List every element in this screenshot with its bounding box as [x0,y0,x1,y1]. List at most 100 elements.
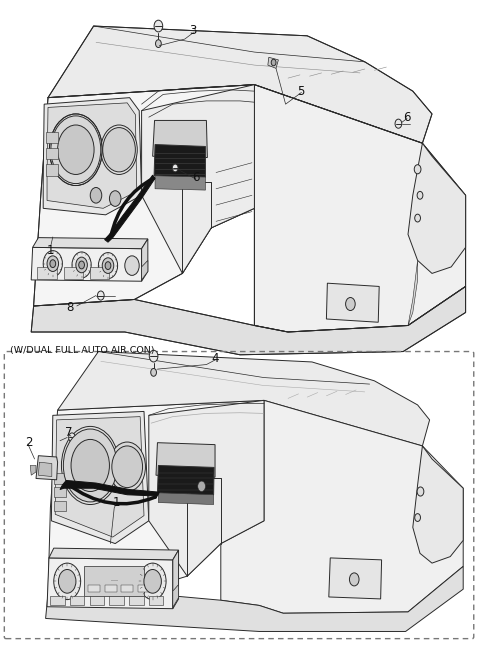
Polygon shape [51,411,149,544]
Text: 1: 1 [113,496,120,509]
Polygon shape [254,85,466,332]
Circle shape [109,191,121,206]
Circle shape [346,298,355,311]
Polygon shape [31,286,466,355]
Bar [54,501,66,511]
Circle shape [76,257,87,273]
Bar [149,596,163,605]
Circle shape [417,191,423,199]
Circle shape [101,125,137,174]
Circle shape [98,253,118,279]
Circle shape [149,350,158,362]
Circle shape [172,164,178,172]
Polygon shape [221,400,463,613]
Polygon shape [142,260,148,280]
Circle shape [49,114,102,186]
Polygon shape [156,443,215,477]
Polygon shape [60,480,159,496]
Polygon shape [149,400,264,576]
Circle shape [414,165,421,174]
Text: 2: 2 [25,436,33,449]
Circle shape [79,261,84,269]
Circle shape [395,119,402,128]
Polygon shape [48,26,432,143]
Circle shape [63,429,117,502]
Circle shape [125,256,139,275]
FancyArrowPatch shape [111,178,153,236]
Text: 6: 6 [192,171,200,184]
Circle shape [415,214,420,222]
Text: 7: 7 [65,426,72,439]
Polygon shape [268,57,278,68]
Polygon shape [413,446,463,563]
Circle shape [154,20,163,32]
Circle shape [50,260,56,268]
Bar [50,596,65,605]
Bar [54,473,66,484]
Circle shape [415,514,420,521]
Bar [88,585,100,592]
Polygon shape [33,238,148,249]
Polygon shape [38,462,52,477]
Polygon shape [153,120,207,158]
Circle shape [69,433,75,442]
Polygon shape [49,548,179,560]
Polygon shape [46,566,463,631]
Circle shape [151,368,156,376]
Text: 4: 4 [211,352,219,365]
Bar [90,596,104,605]
Circle shape [417,487,424,496]
FancyArrowPatch shape [67,484,156,504]
Circle shape [54,563,81,600]
Polygon shape [30,465,36,475]
Bar [109,596,124,605]
Circle shape [102,258,114,273]
Circle shape [51,116,101,184]
Polygon shape [47,103,137,208]
Circle shape [71,439,109,492]
Circle shape [349,573,359,586]
Text: 8: 8 [66,301,73,314]
Circle shape [90,187,102,203]
Circle shape [156,40,161,48]
Circle shape [144,570,161,593]
Polygon shape [48,400,264,594]
Text: 6: 6 [403,111,411,124]
Polygon shape [34,85,254,306]
Bar [46,148,58,159]
Polygon shape [157,465,214,495]
Polygon shape [408,260,418,326]
Circle shape [97,291,104,300]
Circle shape [43,251,62,277]
Bar [54,487,66,497]
Circle shape [198,481,205,492]
Circle shape [72,252,91,278]
Polygon shape [43,98,142,215]
Circle shape [105,262,111,270]
Circle shape [109,442,145,492]
Circle shape [103,128,135,172]
Text: ----: ---- [110,578,118,583]
Bar [64,267,83,279]
Bar [37,267,57,279]
Circle shape [139,563,166,600]
Bar [90,267,109,279]
Polygon shape [173,550,179,609]
Polygon shape [55,417,144,537]
Text: (W/DUAL FULL AUTO AIR CON): (W/DUAL FULL AUTO AIR CON) [10,346,154,355]
Polygon shape [154,145,205,177]
Polygon shape [105,175,155,242]
Text: 5: 5 [298,85,305,98]
Circle shape [59,570,76,593]
Bar [138,585,150,592]
Polygon shape [31,247,142,281]
Polygon shape [155,176,205,190]
Polygon shape [326,283,379,322]
Polygon shape [36,456,58,480]
Polygon shape [158,493,214,505]
Polygon shape [58,352,430,446]
Bar [129,596,144,605]
Circle shape [112,446,143,488]
Text: 3: 3 [190,24,197,37]
Polygon shape [408,143,466,273]
